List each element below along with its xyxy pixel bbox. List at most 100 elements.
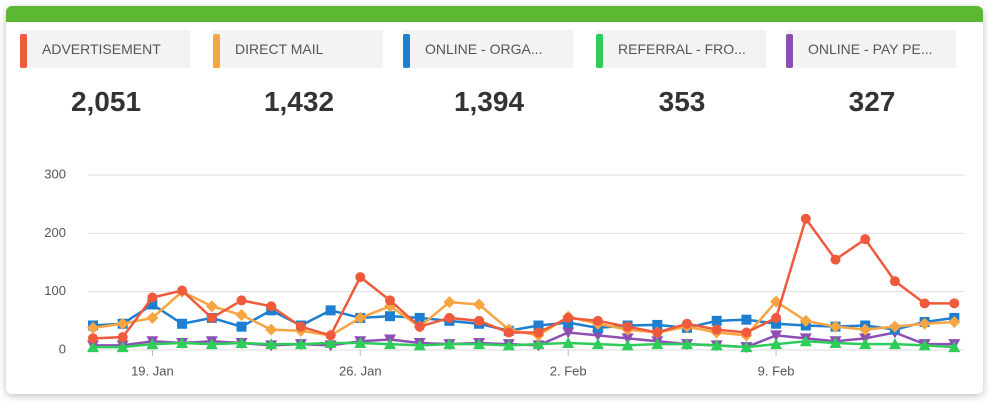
point	[710, 339, 723, 351]
tile-label: ONLINE - ORGA...	[403, 30, 573, 68]
point	[621, 339, 634, 351]
point	[87, 321, 99, 334]
point	[265, 323, 278, 336]
point	[325, 305, 336, 316]
chart: 0 100 200 300 19. Jan 26. Jan 2. Feb 9. Feb	[44, 166, 964, 378]
point	[859, 323, 872, 336]
tile-value: 2,051	[70, 86, 142, 117]
tile-value: 327	[848, 86, 896, 117]
point	[146, 338, 159, 350]
point	[533, 327, 544, 338]
point	[385, 295, 395, 306]
point	[741, 327, 752, 338]
series-line	[92, 215, 955, 340]
point	[770, 330, 783, 342]
tile-label: DIRECT MAIL	[213, 30, 383, 68]
point	[413, 339, 426, 351]
kpi-tile: ADVERTISEMENT 2,051	[20, 30, 192, 130]
point	[592, 315, 603, 326]
point	[799, 335, 812, 347]
point	[355, 272, 366, 283]
point	[829, 337, 842, 348]
point	[414, 321, 425, 332]
point	[236, 295, 247, 306]
point	[324, 337, 337, 348]
point	[859, 338, 872, 350]
tile-color	[213, 34, 220, 68]
point	[681, 338, 693, 350]
point	[177, 285, 188, 296]
x-tick-label: 26. Jan	[339, 363, 382, 378]
point	[888, 338, 901, 350]
point	[918, 339, 931, 351]
point	[502, 339, 515, 351]
point	[443, 338, 456, 350]
point	[740, 341, 753, 353]
tile-label: REFERRAL - FRO...	[596, 30, 766, 68]
point	[829, 320, 842, 333]
tile-value: 1,432	[263, 86, 335, 117]
point	[711, 324, 722, 335]
tile-value: 353	[658, 86, 706, 117]
point	[860, 234, 871, 245]
point	[205, 338, 218, 350]
point	[591, 330, 604, 342]
point	[473, 298, 486, 311]
point	[354, 337, 367, 348]
point	[354, 311, 367, 324]
point	[800, 213, 811, 224]
point	[918, 317, 931, 330]
series-line	[93, 339, 955, 349]
point	[414, 312, 425, 323]
point	[682, 318, 692, 329]
point	[147, 292, 158, 303]
point	[295, 321, 306, 332]
tile-color	[596, 34, 603, 68]
point	[443, 296, 456, 309]
point	[385, 311, 395, 322]
point	[146, 311, 159, 324]
kpi-tile: DIRECT MAIL 1,432	[213, 30, 385, 130]
point	[325, 330, 336, 341]
point	[652, 327, 663, 338]
kpi-tile: ONLINE - ORGA... 1,394	[403, 30, 575, 130]
point	[888, 320, 901, 333]
point	[206, 312, 217, 323]
tile-color	[20, 34, 27, 68]
point	[622, 321, 633, 332]
header-bar	[6, 6, 983, 22]
point	[711, 315, 722, 326]
point	[651, 338, 664, 350]
point	[889, 276, 900, 287]
point	[771, 318, 782, 329]
point	[116, 341, 129, 353]
point	[116, 317, 129, 330]
point	[384, 338, 396, 350]
point	[87, 341, 99, 353]
point	[265, 338, 278, 350]
kpi-tile: REFERRAL - FRO... 353	[596, 30, 768, 130]
point	[266, 301, 277, 312]
tile-color	[403, 34, 410, 68]
point	[473, 338, 486, 350]
point	[562, 337, 575, 348]
point	[770, 338, 783, 350]
point	[444, 312, 455, 323]
point	[948, 316, 961, 328]
point	[532, 338, 545, 350]
point	[88, 333, 98, 344]
point	[830, 254, 841, 265]
point	[205, 300, 218, 313]
tile-value: 1,394	[453, 86, 525, 117]
x-tick-label: 19. Jan	[131, 363, 174, 378]
point	[771, 312, 782, 323]
point	[503, 327, 514, 338]
point	[563, 312, 574, 323]
y-tick-label: 300	[44, 166, 66, 181]
point	[176, 337, 189, 348]
point	[236, 321, 247, 332]
y-tick-label: 100	[44, 283, 66, 298]
point	[562, 327, 575, 339]
point	[652, 319, 663, 330]
